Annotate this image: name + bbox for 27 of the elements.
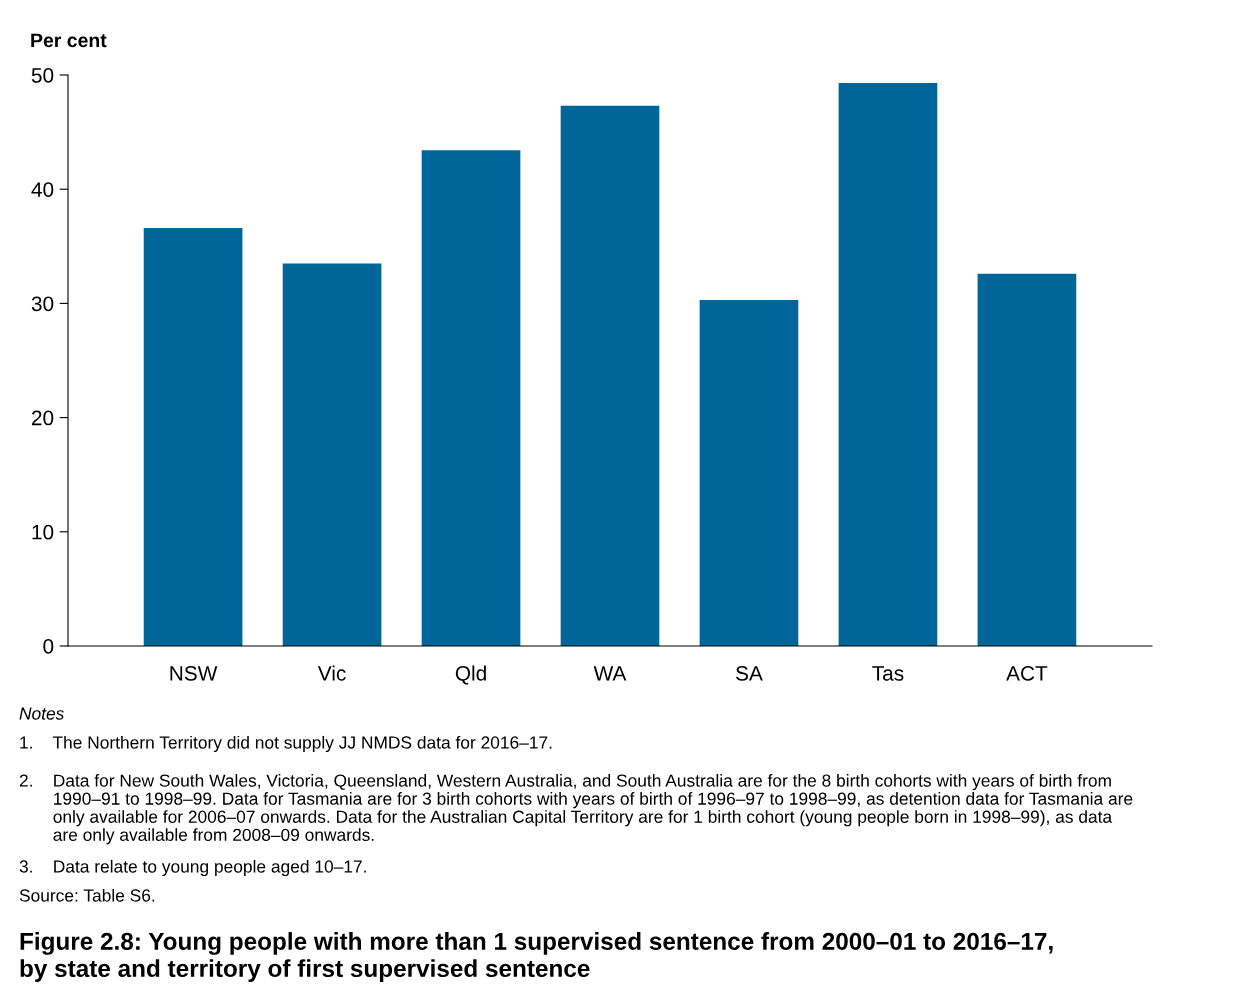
- bar: [977, 273, 1077, 646]
- x-tick-label: NSW: [170, 665, 218, 681]
- x-tick-label: SA: [736, 665, 763, 681]
- text: Figure 2.8: Young people with more than 1 supervised sentence from 2000–01 to 2016–17, by state and territory of first supervised sentence: [20, 932, 1053, 982]
- x-tick-label: WA: [593, 666, 627, 681]
- bar: [838, 82, 938, 646]
- y-tick-label: 20: [31, 410, 54, 426]
- source-note: Source: Table S6.: [19, 888, 155, 902]
- x-tick-label: Qld: [455, 665, 486, 685]
- y-tick-label: 40: [31, 182, 54, 197]
- x-tick-label: Tas: [872, 666, 904, 681]
- text: 2. Data for New South Wales, Victoria, Queensland, Western Australia, and South Australia are for the 8 birth cohorts with years of birth from 1990–91 to 1998–99. Data for Tasmania are for 3 birth cohorts with years of birth of 1996–97 to 1998–99, as detention data for Tasmania are only available for 2006–07 onwards. Data for the Australian Capital Territory are for 1 birth cohort (young people born in 1998–99), as data are only available from 2008–09 onwards.: [19, 774, 1133, 845]
- bar: [143, 228, 243, 646]
- text: 1. The Northern Territory did not supply JJ NMDS data for 2016–17.: [20, 735, 552, 753]
- y-tick-label: 10: [32, 524, 54, 540]
- bar: [421, 150, 521, 646]
- x-tick-label: Vic: [317, 665, 346, 681]
- text: Notes: [19, 707, 64, 720]
- x-tick-label: ACT: [1006, 665, 1048, 681]
- y-axis-title: Per cent: [31, 33, 107, 48]
- y-tick-label: 50: [31, 68, 54, 83]
- y-tick-label: 30: [31, 296, 54, 312]
- bar: [282, 263, 382, 646]
- bar: [560, 105, 660, 646]
- text: 3. Data relate to young people aged 10–17.: [19, 859, 366, 877]
- y-tick-label: 0: [43, 639, 54, 654]
- bar: [699, 299, 799, 646]
